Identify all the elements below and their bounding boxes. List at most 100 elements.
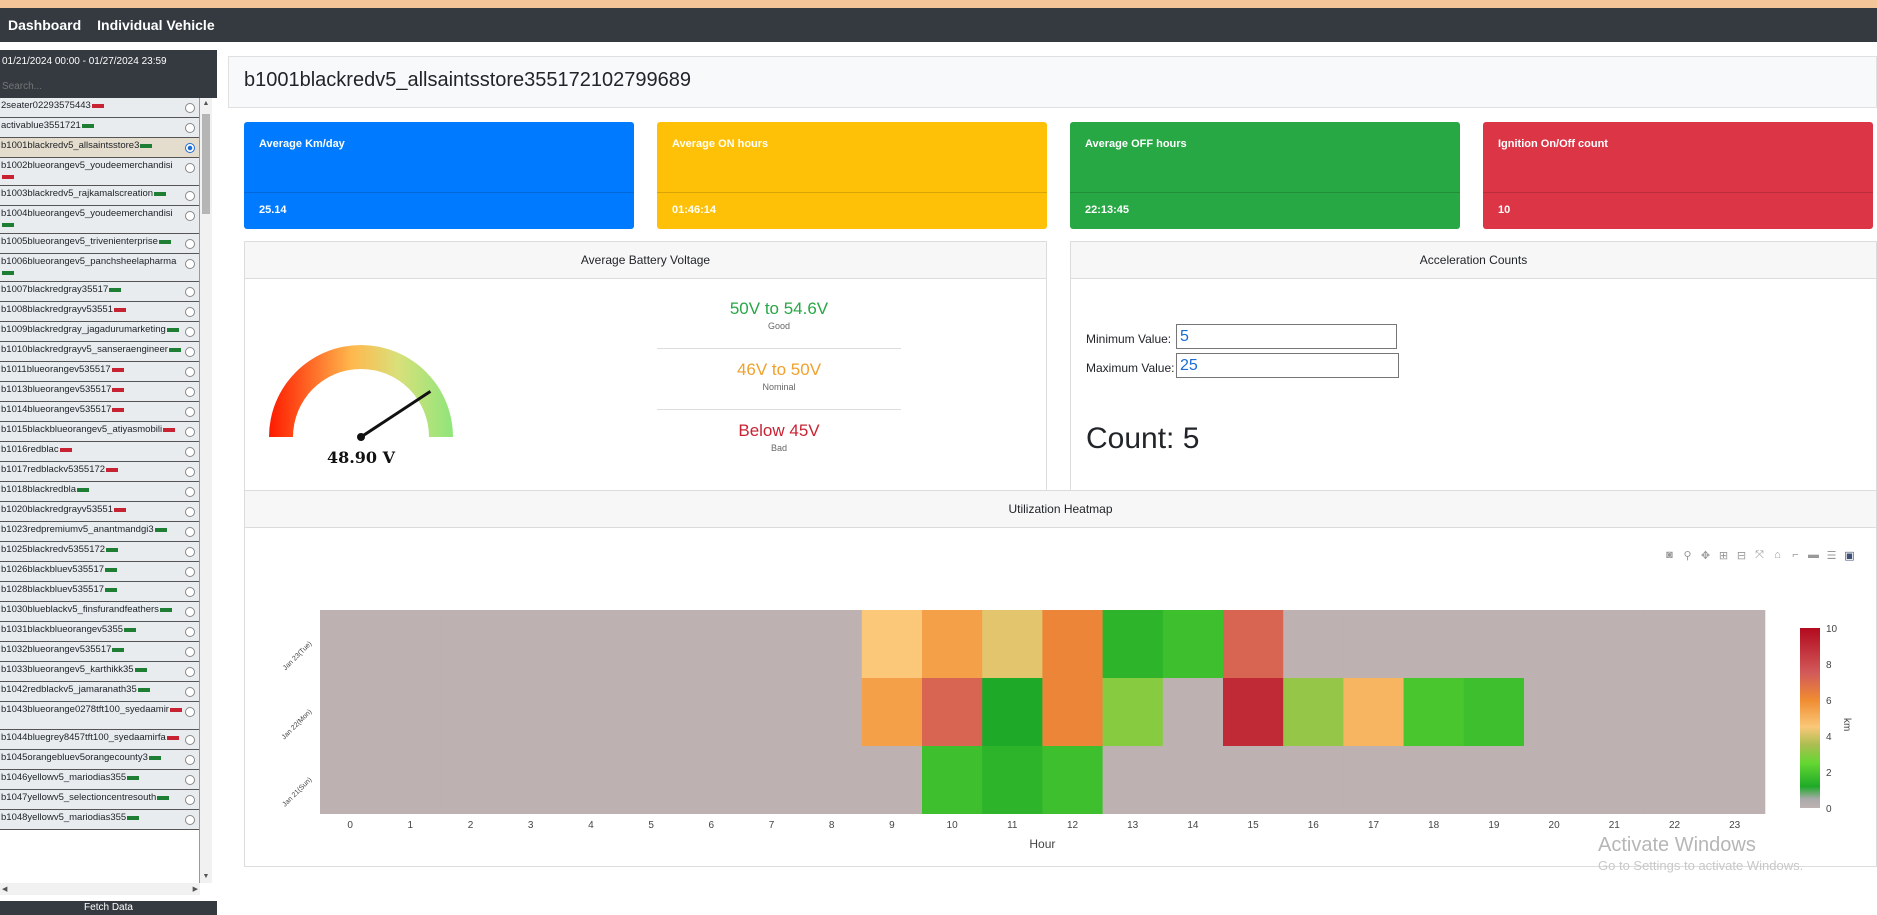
vehicle-radio[interactable] [185, 587, 195, 597]
vehicle-radio[interactable] [185, 327, 195, 337]
heatmap-cell[interactable] [500, 610, 562, 678]
vehicle-list-item[interactable]: b1004blueorangev5_youdeemerchandisi [0, 206, 199, 234]
vehicle-radio[interactable] [185, 407, 195, 417]
vehicle-list-item[interactable]: b1047yellowv5_selectioncentresouth [0, 790, 199, 810]
nav-individual-vehicle-link[interactable]: Individual Vehicle [97, 17, 215, 33]
vehicle-list-item[interactable]: b1001blackredv5_allsaintsstore3 [0, 138, 199, 158]
horizontal-scrollbar[interactable]: ◀ ▶ [0, 883, 200, 895]
hover-compare-icon[interactable]: ☰ [1826, 550, 1837, 562]
vehicle-radio[interactable] [185, 211, 195, 221]
heatmap-cell[interactable] [1162, 678, 1224, 746]
vehicle-list-item[interactable]: b1020blackredgrayv53551 [0, 502, 199, 522]
vehicle-radio[interactable] [185, 427, 195, 437]
autoscale-icon[interactable]: ⤧ [1755, 549, 1764, 561]
vehicle-list-item[interactable]: b1030blueblackv5_finsfurandfeathers [0, 602, 199, 622]
heatmap-cell[interactable] [1162, 610, 1224, 678]
heatmap-cell[interactable] [1102, 678, 1164, 746]
min-value-input[interactable] [1176, 324, 1397, 349]
heatmap-cell[interactable] [1584, 678, 1645, 746]
heatmap-cell[interactable] [320, 678, 381, 746]
vehicle-radio[interactable] [185, 239, 195, 249]
heatmap-cell[interactable] [741, 746, 803, 814]
plotly-logo-icon[interactable]: ▣ [1844, 550, 1855, 562]
heatmap-cell[interactable] [982, 678, 1043, 746]
vehicle-radio[interactable] [185, 487, 195, 497]
heatmap-cell[interactable] [1283, 746, 1344, 814]
heatmap-cell[interactable] [1644, 678, 1706, 746]
heatmap-cell[interactable] [861, 678, 923, 746]
vehicle-radio[interactable] [185, 795, 195, 805]
vehicle-list-item[interactable]: b1031blackblueorangev5355 [0, 622, 199, 642]
vehicle-radio[interactable] [185, 687, 195, 697]
vehicle-list-item[interactable]: b1016redblac [0, 442, 199, 462]
heatmap-cell[interactable] [621, 678, 682, 746]
vehicle-search-input[interactable] [0, 74, 217, 98]
vehicle-list-item[interactable]: b1008blackredgrayv53551 [0, 302, 199, 322]
heatmap-cell[interactable] [380, 610, 441, 678]
heatmap-cell[interactable] [681, 746, 742, 814]
vehicle-radio[interactable] [185, 627, 195, 637]
heatmap-cell[interactable] [1403, 746, 1465, 814]
vehicle-list-item[interactable]: b1042redblackv5_jamaranath35 [0, 682, 199, 702]
vehicle-radio[interactable] [185, 647, 195, 657]
heatmap-cell[interactable] [982, 610, 1043, 678]
heatmap-cell[interactable] [681, 610, 742, 678]
heatmap-cell[interactable] [380, 746, 441, 814]
heatmap-cell[interactable] [1524, 678, 1585, 746]
nav-dashboard-link[interactable]: Dashboard [8, 17, 82, 33]
scroll-thumb[interactable] [202, 114, 210, 214]
heatmap-cell[interactable] [1223, 610, 1284, 678]
vehicle-radio[interactable] [185, 103, 195, 113]
heatmap-cell[interactable] [801, 610, 863, 678]
heatmap-cell[interactable] [1403, 678, 1465, 746]
vehicle-radio[interactable] [185, 755, 195, 765]
heatmap-cell[interactable] [1463, 746, 1525, 814]
heatmap-cell[interactable] [1704, 746, 1766, 814]
vehicle-radio[interactable] [185, 367, 195, 377]
heatmap-cell[interactable] [1042, 678, 1104, 746]
scroll-up-icon[interactable]: ▲ [202, 100, 210, 107]
vehicle-radio[interactable] [185, 507, 195, 517]
heatmap-cell[interactable] [1403, 610, 1465, 678]
heatmap-cell[interactable] [1283, 678, 1344, 746]
heatmap-cell[interactable] [801, 678, 863, 746]
scroll-down-icon[interactable]: ▼ [202, 873, 210, 880]
heatmap-cell[interactable] [1463, 610, 1525, 678]
heatmap-cell[interactable] [1343, 746, 1405, 814]
vehicle-list-item[interactable]: b1044bluegrey8457tft100_syedaamirfa [0, 730, 199, 750]
heatmap-cell[interactable] [861, 746, 923, 814]
heatmap-cell[interactable] [560, 746, 622, 814]
scroll-left-icon[interactable]: ◀ [2, 886, 8, 893]
home-icon[interactable]: ⌂ [1774, 549, 1781, 561]
heatmap-cell[interactable] [1102, 610, 1164, 678]
zoom-icon[interactable]: ⚲ [1683, 550, 1692, 562]
heatmap-cell[interactable] [1704, 678, 1766, 746]
vehicle-list-item[interactable]: b1011blueorangev535517 [0, 362, 199, 382]
heatmap-cell[interactable] [1343, 678, 1405, 746]
heatmap-cell[interactable] [1283, 610, 1344, 678]
vehicle-list-item[interactable]: b1045orangebluev5orangecounty3 [0, 750, 199, 770]
heatmap-cell[interactable] [741, 678, 803, 746]
vehicle-list-item[interactable]: b1028blackbluev535517 [0, 582, 199, 602]
heatmap-cell[interactable] [500, 678, 562, 746]
max-value-input[interactable] [1176, 353, 1399, 378]
vehicle-list-item[interactable]: b1026blackbluev535517 [0, 562, 199, 582]
heatmap-cell[interactable] [1463, 678, 1525, 746]
vehicle-list-item[interactable]: 2seater02293575443 [0, 98, 199, 118]
vehicle-list-item[interactable]: b1005blueorangev5_trivenienterprise [0, 234, 199, 254]
vehicle-radio[interactable] [185, 287, 195, 297]
heatmap-cell[interactable] [1223, 746, 1284, 814]
vehicle-radio[interactable] [185, 735, 195, 745]
heatmap-cell[interactable] [440, 678, 502, 746]
vehicle-radio[interactable] [185, 307, 195, 317]
camera-icon[interactable]: ◙ [1666, 549, 1673, 561]
heatmap-cell[interactable] [560, 678, 622, 746]
vehicle-radio[interactable] [185, 447, 195, 457]
heatmap-cell[interactable] [440, 746, 502, 814]
vehicle-radio[interactable] [185, 163, 195, 173]
vehicle-radio[interactable] [185, 191, 195, 201]
heatmap-cell[interactable] [1524, 610, 1585, 678]
vehicle-list-item[interactable]: b1015blackblueorangev5_atiyasmobili [0, 422, 199, 442]
vehicle-radio[interactable] [185, 527, 195, 537]
heatmap-cell[interactable] [861, 610, 923, 678]
